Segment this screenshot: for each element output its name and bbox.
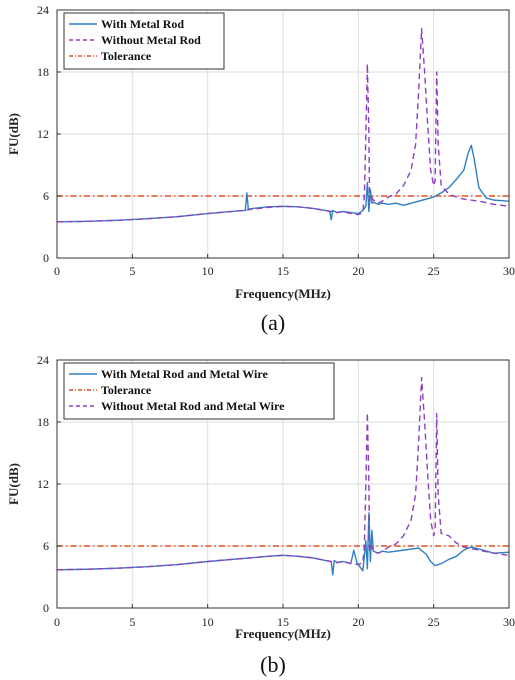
panel-a-legend-label-1: Without Metal Rod: [101, 33, 201, 47]
panel-a-x-tick-label-0: 0: [54, 264, 60, 278]
panel-b-y-tick-label-1: 6: [43, 539, 49, 553]
panel-a-x-tick-label-6: 30: [503, 264, 515, 278]
panel-b-x-tick-label-1: 5: [129, 615, 135, 629]
panel-a-x-tick-label-5: 25: [428, 264, 440, 278]
panel-b-y-tick-label-4: 24: [37, 353, 49, 367]
panel-a: 0 5 10 15 20 25 30 0 6 12 18 24 Frequency(MHz) FU(dB)…: [6, 3, 515, 335]
panel-b-legend-label-1: Tolerance: [101, 383, 152, 397]
panel-a-legend-label-0: With Metal Rod: [101, 17, 184, 31]
panel-a-x-tick-label-1: 5: [129, 264, 135, 278]
panel-a-series-0-line: [57, 144, 509, 223]
panel-a-legend-box: [63, 12, 225, 70]
panel-b-legend-label-0: With Metal Rod and Metal Wire: [101, 367, 268, 381]
panel-b-x-axis-label: Frequency(MHz): [235, 626, 331, 641]
panel-b-x-tick-label-3: 15: [277, 615, 289, 629]
panel-a-caption: (a): [261, 310, 285, 335]
panel-b-y-tick-label-0: 0: [43, 601, 49, 615]
panel-a-y-tick-label-0: 0: [43, 251, 49, 265]
panel-a-y-axis-label: FU(dB): [6, 113, 21, 155]
panel-a-x-tick-label-2: 10: [202, 264, 214, 278]
panel-b-legend-box: [63, 362, 335, 420]
panel-b: 0 5 10 15 20 25 30 0 6 12 18 24 Frequency(MHz) FU(dB)…: [6, 353, 515, 677]
panel-a-x-axis-label: Frequency(MHz): [235, 286, 331, 301]
panel-a-legend-label-2: Tolerance: [101, 49, 152, 63]
panel-b-x-tick-label-2: 10: [202, 615, 214, 629]
panel-b-x-tick-label-6: 30: [503, 615, 515, 629]
panel-a-y-tick-label-3: 18: [37, 65, 49, 79]
panel-b-y-axis-label: FU(dB): [6, 463, 21, 505]
panel-a-y-tick-label-2: 12: [37, 127, 49, 141]
panel-b-legend-label-2: Without Metal Rod and Metal Wire: [101, 399, 285, 413]
panel-a-x-tick-label-3: 15: [277, 264, 289, 278]
panel-b-y-tick-label-3: 18: [37, 415, 49, 429]
panel-b-caption: (b): [260, 652, 286, 677]
panel-b-y-tick-label-2: 12: [37, 477, 49, 491]
panel-b-x-tick-label-0: 0: [54, 615, 60, 629]
panel-a-x-tick-label-4: 20: [352, 264, 364, 278]
panel-b-x-tick-label-4: 20: [352, 615, 364, 629]
panel-a-y-tick-label-4: 24: [37, 3, 49, 17]
panel-a-y-tick-label-1: 6: [43, 189, 49, 203]
panel-b-x-tick-label-5: 25: [428, 615, 440, 629]
panel-b-series-2-line: [57, 376, 509, 571]
panel-a-series-1-line: [57, 27, 509, 223]
